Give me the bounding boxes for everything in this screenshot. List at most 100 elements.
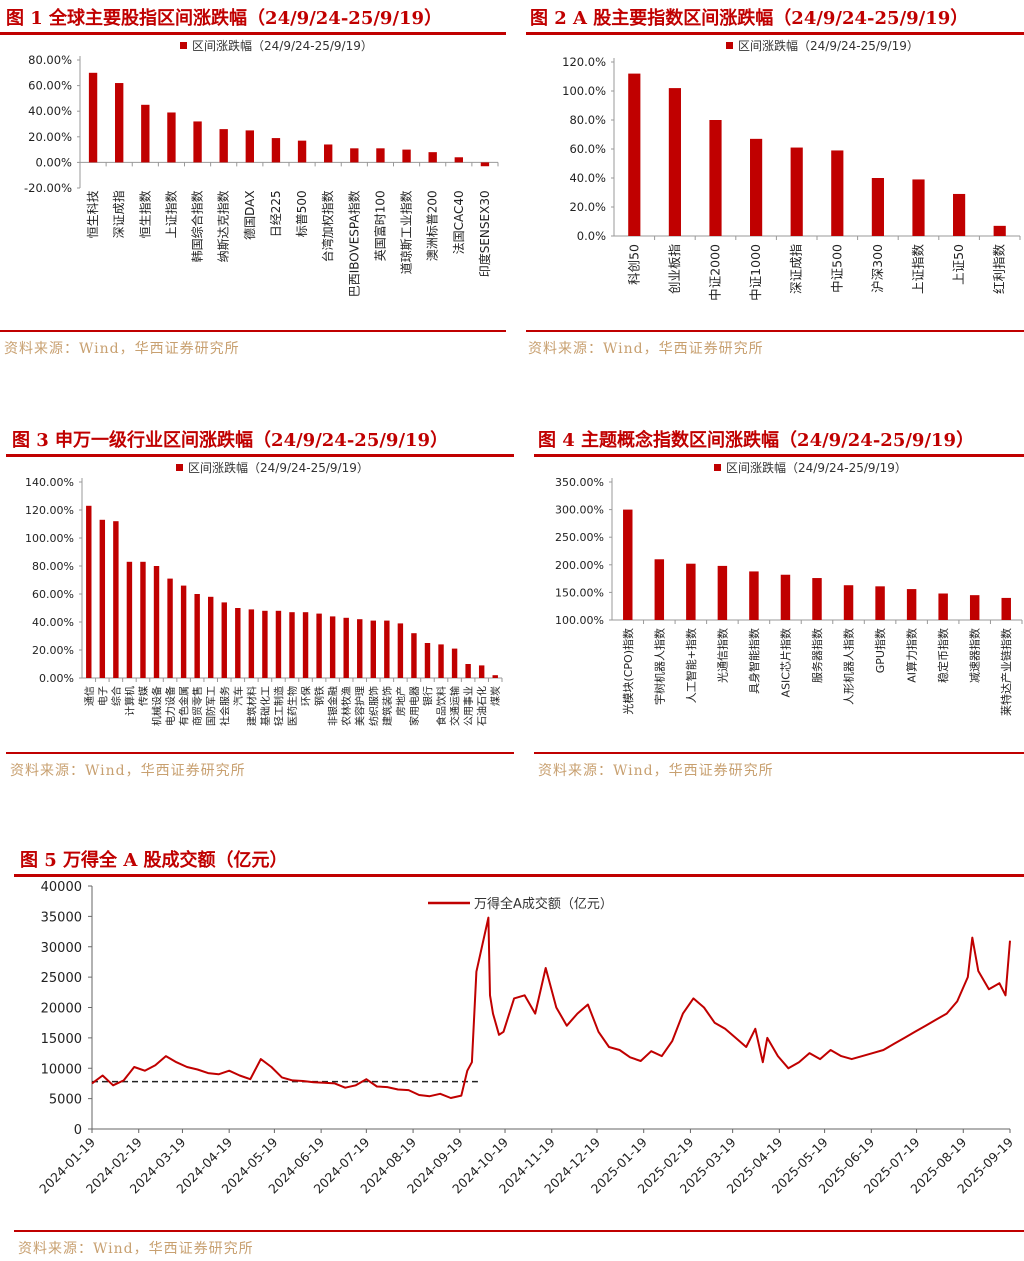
bar	[686, 563, 696, 620]
bar	[271, 138, 281, 163]
x-tick-label: 红利指数	[992, 244, 1007, 295]
bar	[454, 157, 463, 163]
y-tick-label: 30000	[41, 941, 82, 956]
series-line	[91, 916, 1011, 1099]
y-tick-label: 5000	[49, 1093, 82, 1108]
bar	[478, 665, 485, 678]
bar	[221, 602, 227, 678]
chart4-title-rule	[534, 454, 1024, 457]
bar	[193, 121, 202, 163]
bar	[451, 648, 458, 678]
bar	[749, 571, 759, 620]
y-tick-label: 100.0%	[562, 84, 606, 98]
x-tick-label: 上证50	[951, 244, 966, 285]
y-tick-label: 20.0%	[569, 200, 606, 214]
legend-label: 万得全A成交额（亿元）	[474, 896, 613, 912]
legend-swatch	[180, 42, 187, 49]
x-tick-label: 家用电器	[408, 686, 421, 726]
bar	[831, 150, 844, 236]
x-tick-label: 科创50	[626, 244, 641, 285]
bar	[750, 138, 763, 236]
x-tick-label: 基础化工	[259, 686, 272, 726]
bar	[194, 594, 200, 678]
y-tick-label: 60.0%	[569, 142, 606, 156]
x-tick-label: 沪深300	[870, 244, 885, 293]
bar	[370, 620, 376, 678]
chart2-title-rule	[526, 32, 1024, 35]
chart4-title: 图 4 主题概念指数区间涨跌幅（24/9/24-25/9/19）	[538, 430, 975, 451]
bar	[316, 613, 322, 678]
x-tick-label: 恒生指数	[137, 190, 152, 238]
x-tick-label: 创业板指	[667, 244, 682, 294]
bar	[88, 72, 98, 163]
bar	[262, 610, 268, 678]
y-tick-label: 0.00%	[39, 672, 74, 685]
chart5-title-rule	[14, 874, 1024, 877]
x-tick-label: 道琼斯工业指数	[399, 190, 414, 274]
x-tick-label: 中证500	[829, 244, 844, 293]
x-tick-label: 上证指数	[163, 190, 178, 238]
bar	[402, 149, 411, 163]
x-tick-label: 深证成指	[111, 190, 126, 238]
x-tick-label: 环保	[300, 686, 313, 706]
y-tick-label: 40000	[41, 880, 82, 895]
bar	[492, 675, 498, 678]
x-tick-label: GPU指数	[873, 628, 887, 673]
x-tick-label: 宇树机器人指数	[652, 628, 666, 705]
bar	[912, 179, 925, 236]
x-tick-label: 法国CAC40	[452, 190, 466, 254]
x-tick-label: 纳斯达克指数	[216, 190, 231, 262]
bar	[343, 617, 349, 678]
bar	[99, 519, 106, 678]
y-tick-label: 300.00%	[555, 504, 604, 517]
y-tick-label: 100.00%	[555, 614, 604, 627]
y-tick-label: 140.00%	[25, 476, 74, 489]
bar	[871, 178, 884, 236]
bar	[843, 585, 854, 620]
y-tick-label: 100.00%	[25, 532, 74, 545]
bar	[623, 509, 633, 620]
x-tick-label: 传媒	[138, 686, 150, 706]
chart4-source: 资料来源：Wind，华西证券研究所	[538, 763, 774, 779]
y-tick-label: 80.00%	[28, 53, 72, 67]
chart2-title: 图 2 A 股主要指数区间涨跌幅（24/9/24-25/9/19）	[530, 8, 969, 29]
y-tick-label: 40.0%	[569, 171, 606, 185]
bar	[113, 521, 119, 678]
x-tick-label: 电力设备	[164, 686, 177, 726]
chart2-source-rule	[526, 330, 1024, 332]
bar	[628, 73, 641, 236]
x-tick-label: 电子	[96, 686, 109, 706]
bar	[329, 616, 336, 678]
y-tick-label: 35000	[41, 910, 82, 925]
legend-swatch	[726, 42, 733, 49]
y-tick-label: 15000	[41, 1032, 82, 1047]
x-tick-label: 商贸零售	[191, 686, 204, 726]
bar	[812, 578, 822, 620]
x-tick-label: 建筑装饰	[381, 686, 394, 726]
chart3-plot: 区间涨跌幅（24/9/24-25/9/19） 0.00% 20.00% 40.00% 6…	[25, 460, 503, 726]
x-tick-label: 房地产	[394, 686, 407, 716]
bar	[235, 608, 241, 678]
x-tick-label: 光模块(CPO)指数	[621, 628, 635, 715]
chart5-plot: 0 5000 10000 15000 20000 25000 30000 35000 40000…	[36, 880, 1016, 1196]
x-tick-label: 台湾加权指数	[320, 190, 335, 262]
bar	[969, 595, 980, 620]
bar	[302, 612, 309, 678]
bar	[140, 561, 146, 678]
legend-swatch	[176, 464, 183, 471]
x-tick-label: 农林牧渔	[340, 686, 353, 726]
y-tick-label: 0	[74, 1123, 82, 1138]
bar	[906, 589, 917, 620]
x-tick-label: 服务器指数	[810, 628, 824, 683]
bar	[357, 619, 363, 678]
x-tick-label: 医药生物	[286, 686, 299, 726]
bar	[219, 129, 228, 163]
x-tick-label: 深证成指	[789, 244, 804, 294]
x-tick-label: 上证指数	[911, 244, 926, 295]
x-tick-label: 韩国综合指数	[190, 190, 205, 262]
bar	[480, 162, 490, 167]
bar	[153, 566, 160, 678]
x-tick-label: 石油石化	[476, 686, 489, 726]
x-tick-label: 中证1000	[748, 244, 763, 301]
chart1-source-rule	[0, 330, 506, 332]
